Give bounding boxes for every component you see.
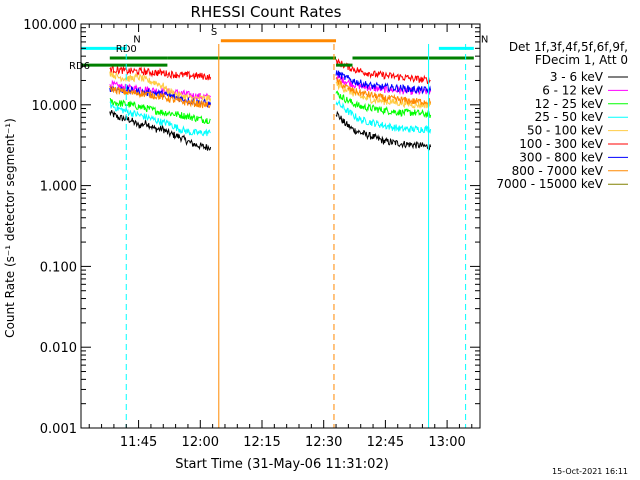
flag-label-2: S (211, 27, 217, 38)
y-tick-label-0: 0.001 (40, 422, 77, 437)
x-tick-label-3: 12:30 (305, 435, 342, 450)
legend-label-7: 800 - 7000 keV (512, 164, 604, 178)
flag-label-1: N (481, 34, 488, 45)
plot-frame (80, 23, 481, 429)
series-line-4-seg-0 (109, 71, 168, 92)
x-tick-label-5: 13:00 (428, 435, 465, 450)
x-axis-label: Start Time (31-May-06 11:31:02) (175, 457, 389, 472)
y-tick-label-5: 100.000 (23, 18, 77, 33)
series-line-7-seg-0 (109, 85, 168, 103)
series-line-3-seg-2 (335, 98, 432, 134)
series-line-3-seg-0 (109, 100, 168, 126)
series-line-5-seg-1 (166, 70, 212, 81)
legend-label-6: 300 - 800 keV (519, 150, 603, 164)
series-line-2-seg-2 (335, 90, 432, 118)
y-tick-label-2: 0.100 (40, 260, 77, 275)
legend-label-1: 6 - 12 keV (542, 83, 604, 97)
series-line-2-seg-0 (109, 98, 168, 117)
series-line-5-seg-0 (109, 64, 168, 78)
series-line-2-seg-1 (166, 110, 211, 125)
series-line-3-seg-1 (167, 120, 211, 137)
legend-label-2: 12 - 25 keV (535, 97, 604, 111)
y-tick-label-3: 1.000 (40, 180, 77, 195)
flag-label-0: N (133, 34, 140, 45)
series-line-0-seg-0 (109, 109, 168, 134)
series-line-0-seg-2 (335, 110, 432, 152)
chart-title: RHESSI Count Rates (191, 3, 342, 21)
y-axis-label: Count Rate (s⁻¹ detector segment⁻¹) (3, 118, 17, 338)
timestamp: 15-Oct-2021 16:11 (552, 467, 628, 476)
legend: Det 1f,3f,4f,5f,6f,9f, FDecim 1, Att 0 3… (496, 40, 628, 191)
x-tick-label-0: 11:45 (120, 435, 157, 450)
legend-label-5: 100 - 300 keV (519, 137, 603, 151)
series-line-6-seg-2 (335, 70, 432, 95)
series-line-0-seg-1 (166, 127, 212, 151)
flag-label-4: RD6 (69, 61, 90, 72)
series-line-7-seg-2 (335, 77, 432, 107)
series-line-5-seg-2 (335, 58, 431, 85)
legend-label-3: 25 - 50 keV (535, 110, 604, 124)
x-axis-ticks: 11:45 12:00 12:15 12:30 12:45 13:00 (88, 24, 473, 450)
x-tick-label-4: 12:45 (367, 435, 404, 450)
x-tick-label-2: 12:15 (243, 435, 280, 450)
legend-label-4: 50 - 100 keV (527, 124, 604, 138)
plot-data (109, 58, 432, 152)
vertical-markers (125, 44, 467, 428)
series-line-7-seg-1 (166, 95, 211, 109)
y-axis-ticks: 0.001 0.010 0.100 1.000 10.000 100.000 (23, 18, 480, 437)
legend-header-line-2: FDecim 1, Att 0 (535, 53, 628, 67)
legend-label-0: 3 - 6 keV (550, 70, 604, 84)
legend-header-line-1: Det 1f,3f,4f,5f,6f,9f, (509, 40, 628, 54)
y-tick-label-1: 0.010 (40, 341, 77, 356)
y-tick-label-4: 10.000 (32, 99, 78, 114)
x-tick-label-1: 12:00 (182, 435, 219, 450)
legend-label-8: 7000 - 15000 keV (496, 177, 603, 191)
